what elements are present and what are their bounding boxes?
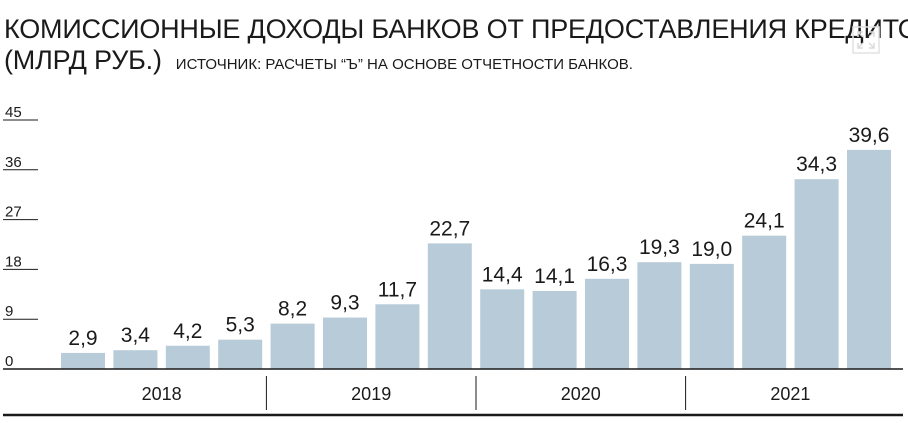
bar [742,235,787,369]
x-group-label: 2018 [142,384,182,404]
y-tick-label: 27 [5,204,22,221]
y-tick-label: 18 [5,253,22,270]
bar [61,352,105,369]
bar [427,243,472,369]
bar [218,339,263,369]
bar-value-label: 14,4 [482,263,523,286]
bar [637,262,682,369]
chart-unit: (МЛРД РУБ.) [4,45,162,75]
y-tick-label: 45 [5,104,22,121]
x-group-label: 2020 [561,384,601,404]
bar [165,345,210,369]
chart-source: ИСТОЧНИК: РАСЧЕТЫ “Ъ” НА ОСНОВЕ ОТЧЕТНОС… [175,56,633,73]
bar-value-label: 9,3 [330,292,359,315]
x-group-label: 2019 [351,384,391,404]
bar-value-label: 19,0 [691,238,732,261]
bar-value-label: 16,3 [587,253,628,276]
bar-value-label: 3,4 [121,324,151,347]
y-tick-label: 36 [5,154,22,171]
bar [794,179,839,369]
chart-subtitle-line: (МЛРД РУБ.) ИСТОЧНИК: РАСЧЕТЫ “Ъ” НА ОСНО… [4,45,908,80]
bar [480,289,525,369]
x-group-label: 2021 [770,384,810,404]
bar-value-label: 5,3 [226,314,255,337]
bar-value-label: 34,3 [796,153,837,176]
expand-icon[interactable] [852,26,880,54]
bar [847,149,891,369]
bar-value-label: 39,6 [849,124,890,147]
bar-value-label: 14,1 [534,265,575,288]
y-tick-label: 9 [5,303,13,320]
bar [270,323,315,369]
bar-value-label: 4,2 [173,320,202,343]
y-tick-label: 0 [5,353,13,370]
bar-value-label: 22,7 [429,217,470,240]
bar-value-label: 24,1 [744,210,785,233]
bar-value-label: 11,7 [378,278,417,301]
bar [585,278,629,369]
chart-title: КОМИССИОННЫЕ ДОХОДЫ БАНКОВ ОТ ПРЕДОСТАВЛ… [4,14,908,44]
chart-title-block: КОМИССИОННЫЕ ДОХОДЫ БАНКОВ ОТ ПРЕДОСТАВЛ… [4,14,908,80]
bar-value-label: 8,2 [278,298,307,321]
bar [375,304,420,369]
bar [323,317,367,369]
bar [689,263,734,369]
bar-value-label: 2,9 [68,327,97,350]
bar [113,350,158,369]
bar [532,290,577,369]
bar-value-label: 19,3 [639,236,680,259]
